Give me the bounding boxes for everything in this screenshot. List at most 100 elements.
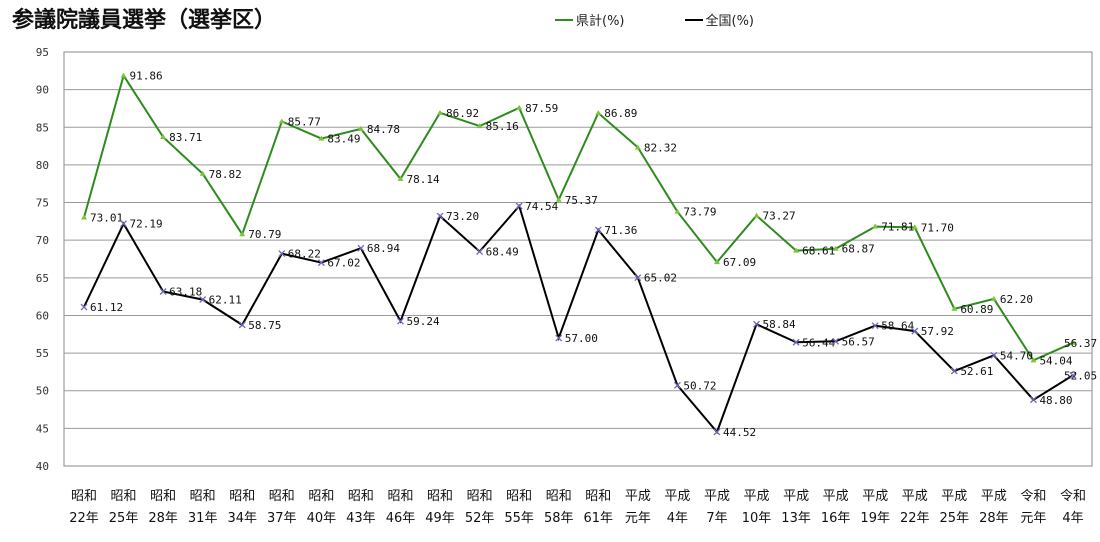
x-tick-label-era: 昭和 (150, 489, 176, 504)
x-tick-label-year: 元年 (1020, 511, 1046, 526)
data-label: 67.09 (723, 256, 756, 269)
data-point (555, 196, 562, 202)
data-label: 87.59 (525, 102, 558, 115)
data-point (278, 118, 285, 124)
x-tick-label-year: 58年 (544, 511, 574, 526)
data-label: 57.92 (921, 325, 954, 338)
x-tick-label-year: 40年 (307, 511, 337, 526)
x-tick-label-era: 平成 (941, 489, 967, 504)
data-point (990, 351, 998, 359)
data-label: 73.20 (446, 210, 479, 223)
data-label: 61.12 (90, 301, 123, 314)
data-label: 58.75 (248, 319, 281, 332)
data-label: 78.14 (406, 173, 439, 186)
y-tick-label: 40 (36, 460, 49, 473)
data-point (120, 220, 128, 228)
x-tick-label-year: 37年 (267, 511, 297, 526)
legend-entry-national: 全国(%) (684, 10, 755, 29)
x-tick-label-year: 4年 (667, 511, 688, 526)
data-label: 44.52 (723, 426, 756, 439)
data-label: 52.61 (960, 365, 993, 378)
data-point (595, 110, 602, 116)
x-tick-label-year: 52年 (465, 511, 495, 526)
x-tick-label-era: 平成 (862, 489, 888, 504)
x-tick-label-era: 平成 (625, 489, 651, 504)
series-line-0 (83, 73, 1074, 362)
legend-swatch-prefecture (555, 18, 573, 21)
data-point (317, 259, 325, 267)
data-point (1030, 357, 1037, 363)
data-point (476, 123, 483, 129)
y-tick-label: 95 (36, 46, 49, 59)
data-label: 54.70 (1000, 349, 1033, 362)
data-point (753, 212, 760, 218)
x-tick-label-year: 31年 (188, 511, 218, 526)
data-point (1029, 396, 1037, 404)
data-point (397, 317, 404, 325)
data-point (159, 288, 167, 295)
legend-swatch-national (684, 18, 703, 21)
data-point (1070, 339, 1076, 345)
data-point (990, 295, 997, 301)
data-label: 68.22 (288, 248, 321, 261)
x-tick-label-year: 46年 (386, 511, 416, 526)
legend-label-national: 全国(%) (705, 14, 755, 29)
data-point (160, 133, 167, 139)
x-tick-label-era: 昭和 (467, 489, 493, 504)
x-tick-label-year: 4年 (1062, 511, 1083, 526)
data-point (199, 296, 207, 304)
data-label: 56.44 (802, 336, 835, 349)
data-label: 50.72 (683, 379, 716, 392)
data-point (239, 231, 246, 237)
x-tick-label-year: 22年 (900, 511, 930, 526)
data-label: 85.16 (486, 120, 519, 133)
x-tick-label-era: 平成 (783, 489, 809, 504)
data-label: 73.79 (683, 206, 716, 219)
data-point (793, 247, 800, 253)
data-point (516, 104, 523, 110)
data-point (872, 223, 879, 229)
data-label: 75.37 (565, 194, 598, 207)
x-tick-label-era: 昭和 (427, 489, 453, 504)
data-label: 71.81 (881, 221, 914, 234)
legend-label-prefecture: 県計(%) (576, 14, 625, 29)
data-label: 59.24 (406, 315, 439, 328)
x-tick-label-era: 昭和 (308, 489, 334, 504)
x-tick-label-era: 平成 (664, 489, 690, 504)
data-label: 63.18 (169, 286, 202, 299)
x-tick-label-year: 61年 (584, 511, 614, 526)
x-tick-label-era: 令和 (1020, 489, 1046, 504)
x-tick-label-year: 55年 (504, 511, 534, 526)
y-tick-label: 90 (36, 84, 49, 97)
data-point (81, 214, 87, 220)
data-label: 71.70 (921, 221, 954, 234)
data-label: 73.27 (763, 210, 796, 223)
data-point (871, 322, 879, 330)
data-point (555, 334, 563, 342)
data-label: 65.02 (644, 272, 677, 285)
data-label: 82.32 (644, 141, 677, 154)
data-label: 56.37 (1064, 337, 1097, 350)
data-label: 72.19 (130, 218, 163, 231)
data-label: 70.79 (248, 228, 281, 241)
y-tick-label: 60 (36, 309, 49, 322)
x-tick-label-era: 昭和 (111, 489, 137, 504)
x-tick-label-era: 昭和 (546, 489, 572, 504)
x-tick-label-era: 平成 (902, 489, 928, 504)
data-point (515, 202, 523, 210)
data-label: 78.82 (209, 168, 242, 181)
y-tick-label: 80 (36, 159, 49, 172)
data-label: 85.77 (288, 115, 321, 128)
x-tick-label-year: 49年 (425, 511, 455, 526)
data-label: 68.94 (367, 242, 400, 255)
data-point (634, 144, 641, 150)
data-point (238, 321, 246, 329)
y-tick-label: 75 (36, 197, 49, 210)
data-label: 52.05 (1064, 369, 1097, 382)
data-label: 57.00 (565, 332, 598, 345)
data-point (713, 259, 720, 265)
data-label: 58.64 (881, 320, 914, 333)
data-point (318, 135, 325, 141)
x-tick-label-year: 43年 (346, 511, 376, 526)
data-point (278, 250, 286, 258)
